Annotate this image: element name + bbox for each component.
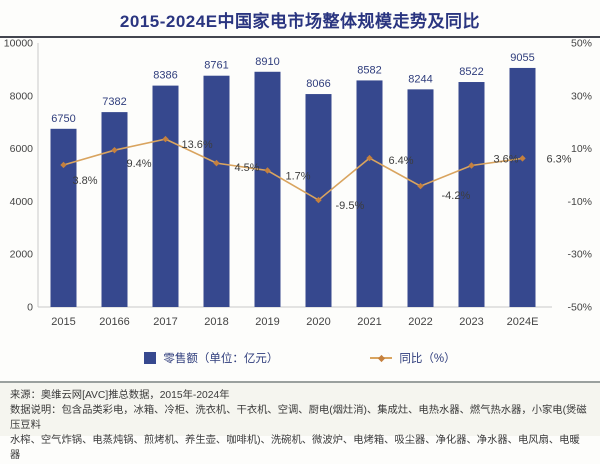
x-axis-label-20166: 20166 (99, 316, 130, 328)
x-axis-label-2024E: 2024E (507, 316, 539, 328)
bar-2021 (357, 80, 383, 307)
line-value-label: 13.6% (182, 139, 213, 151)
x-axis-label-2015: 2015 (51, 316, 75, 328)
bar-2024E (510, 68, 536, 307)
y-axis-left-tick-label: 6000 (10, 143, 34, 155)
bar-2018 (204, 76, 230, 307)
x-axis-label-2019: 2019 (255, 316, 279, 328)
bar-2022 (408, 89, 434, 307)
chart-title: 2015-2024E中国家电市场整体规模走势及同比 (0, 0, 600, 36)
bar-20166 (102, 112, 128, 307)
bar-value-label: 8244 (408, 73, 432, 85)
footer-notes: 来源：奥维云网[AVC]推总数据，2015年-2024年 数据说明：包含品类彩电… (0, 383, 600, 436)
bar-2019 (255, 72, 281, 307)
legend: 零售额（单位：亿元） 同比（%） (0, 335, 600, 381)
legend-label-retail: 零售额（单位：亿元） (163, 350, 278, 366)
x-axis-label-2018: 2018 (204, 316, 228, 328)
bar-value-label: 9055 (510, 52, 534, 64)
x-axis-label-2023: 2023 (459, 316, 483, 328)
line-value-label: 6.3% (547, 153, 572, 165)
x-axis-label-2017: 2017 (153, 316, 177, 328)
line-value-label: 3.6% (494, 153, 519, 165)
bar-value-label: 6750 (51, 113, 75, 125)
y-axis-right-tick-label: 10% (571, 143, 592, 155)
x-axis-label-2021: 2021 (357, 316, 381, 328)
legend-item-retail: 零售额（单位：亿元） (144, 350, 278, 366)
bar-value-label: 7382 (102, 96, 126, 108)
line-value-label: 4.5% (235, 162, 260, 174)
legend-label-yoy: 同比（%） (399, 350, 455, 366)
bar-2017 (153, 86, 179, 307)
line-value-label: 1.7% (286, 171, 311, 183)
y-axis-left-tick-label: 0 (27, 302, 33, 314)
y-axis-left-tick-label: 10000 (4, 38, 33, 50)
bar-2015 (51, 129, 77, 307)
source-line: 来源：奥维云网[AVC]推总数据，2015年-2024年 (10, 389, 590, 404)
line-value-label: -4.2% (442, 190, 471, 202)
note-line-2: 水榨、空气炸锅、电蒸炖锅、煎烤机、养生壶、咖啡机)、洗碗机、微波炉、电烤箱、吸尘… (10, 434, 590, 464)
line-value-label: -9.5% (336, 200, 365, 212)
line-value-label: 6.4% (389, 155, 414, 167)
y-axis-left-tick-label: 8000 (10, 90, 34, 102)
chart-plot: 10000 8000 6000 4000 2000 0 50% 30% 10% -10% -30% -… (0, 38, 600, 330)
bar-value-label: 8910 (255, 56, 279, 68)
bar-series-swatch-icon (144, 352, 156, 364)
line-value-label: 3.8% (73, 175, 98, 187)
legend-item-yoy: 同比（%） (370, 350, 455, 366)
bar-value-label: 8066 (306, 78, 330, 90)
bar-value-label: 8522 (459, 66, 483, 78)
y-axis-right-tick-label: 30% (571, 90, 592, 102)
y-axis-right-tick-label: -50% (567, 302, 592, 314)
bar-value-label: 8386 (153, 70, 177, 82)
y-axis-right-tick-label: -30% (567, 249, 592, 261)
x-axis-label-2020: 2020 (306, 316, 330, 328)
bar-value-label: 8761 (204, 60, 228, 72)
x-axis-label-2022: 2022 (408, 316, 432, 328)
y-axis-right-tick-label: -10% (567, 196, 592, 208)
chart-card: 2015-2024E中国家电市场整体规模走势及同比 10000 8000 6000 4… (0, 0, 600, 437)
note-line-1: 数据说明：包含品类彩电，冰箱、冷柜、洗衣机、干衣机、空调、厨电(烟灶消)、集成灶… (10, 404, 590, 434)
y-axis-right-tick-label: 50% (571, 38, 592, 50)
line-value-label: 9.4% (127, 158, 152, 170)
y-axis-left-tick-label: 2000 (10, 249, 34, 261)
line-series-swatch-icon (370, 357, 392, 359)
bar-value-label: 8582 (357, 64, 381, 76)
y-axis-left-tick-label: 4000 (10, 196, 34, 208)
